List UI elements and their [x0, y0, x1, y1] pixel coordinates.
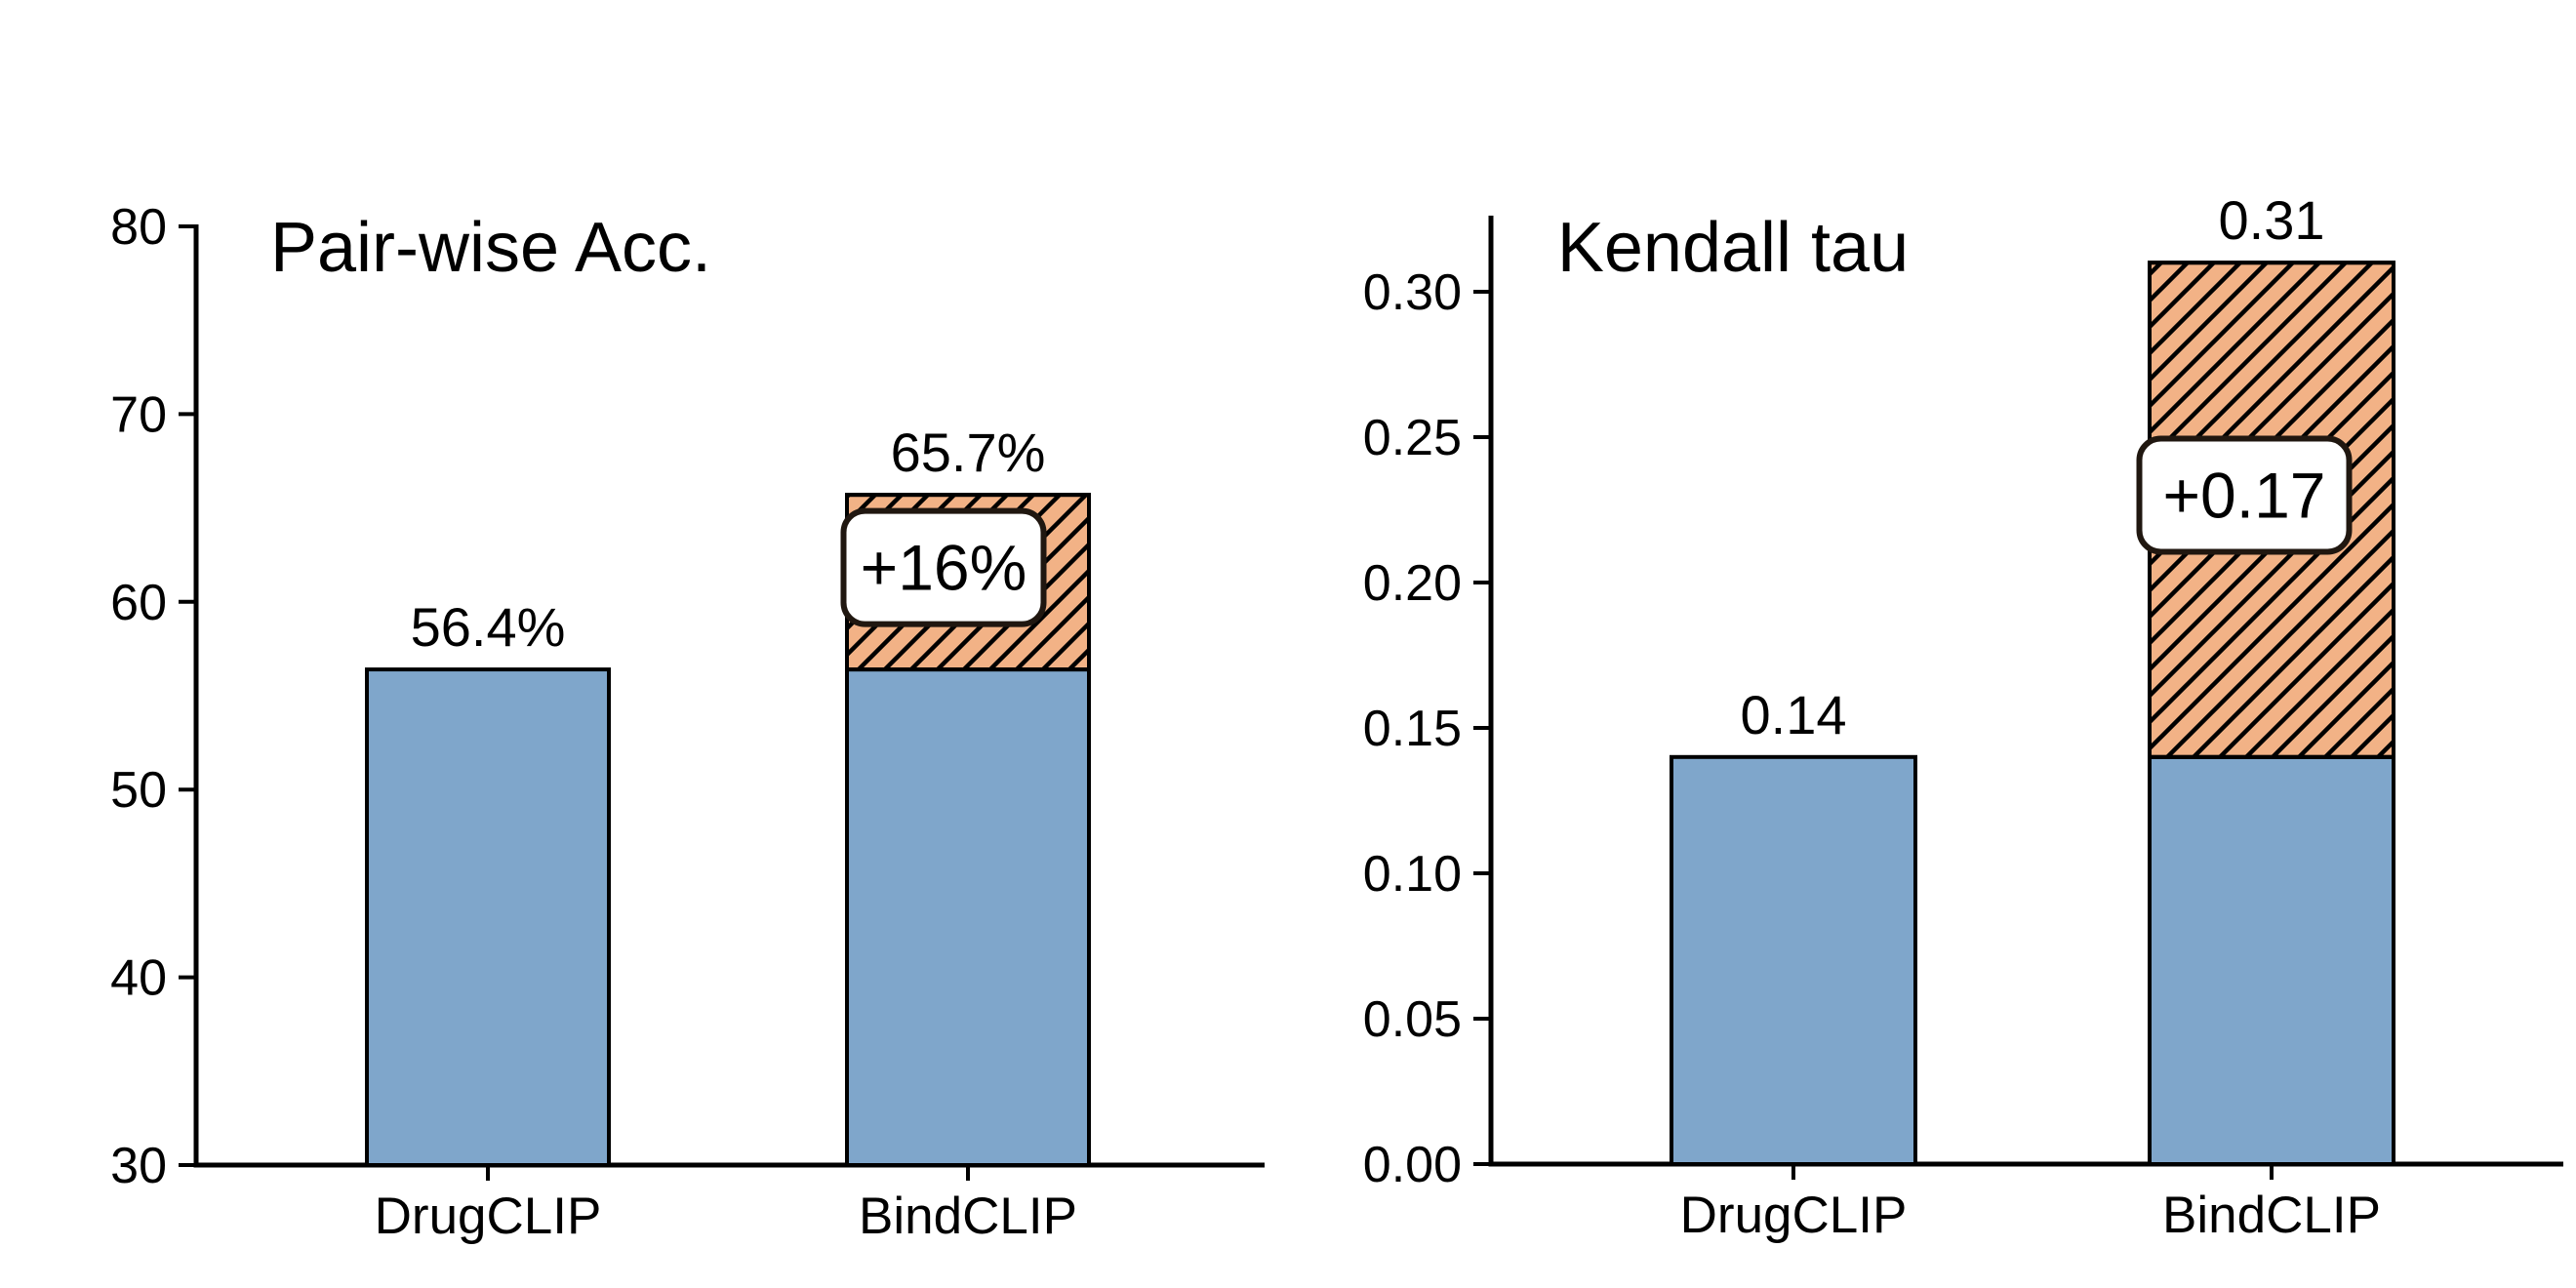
annotation-label: +0.17 — [2163, 460, 2326, 532]
charts-root: 30 40 50 60 70 80 DrugCLIP 56.4% BindCLIP 65.7% Pa… — [110, 189, 2563, 1245]
y-tick-label: 0.30 — [1363, 264, 1462, 321]
bar-value-label: 0.14 — [1741, 684, 1847, 745]
y-tick-label: 80 — [110, 199, 167, 256]
category-label: BindCLIP — [2162, 1187, 2381, 1244]
bar-base-segment — [845, 667, 1091, 1168]
annotation-label: +16% — [861, 532, 1027, 604]
bar-value-label: 56.4% — [411, 596, 566, 658]
y-tick-label: 50 — [110, 762, 167, 819]
annotation-box — [840, 507, 1047, 627]
category-label: BindCLIP — [859, 1187, 1077, 1245]
chart-title: Pair-wise Acc. — [270, 209, 711, 287]
bar-base-segment — [1670, 754, 1917, 1166]
chart-title: Kendall tau — [1557, 209, 1909, 287]
bar-base-segment — [2148, 754, 2395, 1166]
y-tick-label: 0.10 — [1363, 846, 1462, 903]
y-tick-label: 0.15 — [1363, 701, 1462, 757]
y-tick-label: 0.00 — [1363, 1137, 1462, 1193]
y-tick-label: 70 — [110, 386, 167, 443]
y-tick-label: 0.25 — [1363, 410, 1462, 466]
category-label: DrugCLIP — [1680, 1187, 1908, 1244]
chart-panel-kendall-tau: 0.00 0.05 0.10 0.15 0.20 0.25 0.30 DrugCLIP 0.14… — [1363, 189, 2563, 1244]
bar-value-label: 65.7% — [891, 422, 1046, 483]
y-tick-label: 0.05 — [1363, 991, 1462, 1048]
bar-base-segment — [365, 667, 611, 1168]
chart-panel-pairwise-acc: 30 40 50 60 70 80 DrugCLIP 56.4% BindCLIP 65.7% Pa… — [110, 199, 1265, 1245]
bar-value-label: 0.31 — [2219, 189, 2325, 251]
y-tick-label: 60 — [110, 575, 167, 631]
y-tick-label: 0.20 — [1363, 555, 1462, 612]
y-tick-label: 30 — [110, 1138, 167, 1194]
category-label: DrugCLIP — [375, 1187, 602, 1245]
y-tick-label: 40 — [110, 950, 167, 1007]
annotation-box — [2136, 435, 2353, 555]
